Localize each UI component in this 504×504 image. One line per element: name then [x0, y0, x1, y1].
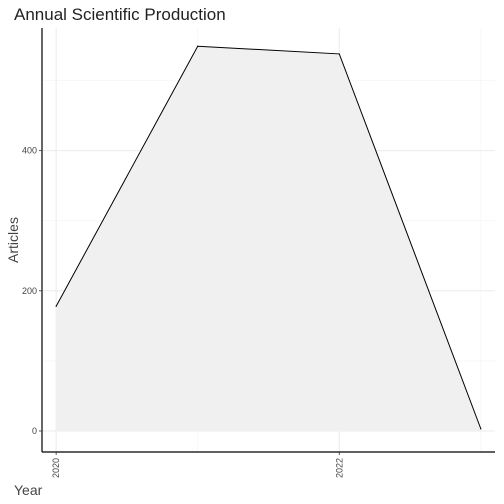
x-axis-title: Year [14, 482, 43, 498]
axes [41, 28, 495, 453]
y-tick-label: 200 [22, 286, 37, 296]
x-tick-label: 2020 [51, 458, 61, 478]
chart-title: Annual Scientific Production [14, 5, 226, 24]
data-point [197, 45, 199, 47]
ticks: 0 200 400 2020 2022 [22, 146, 344, 478]
data-point [338, 53, 340, 55]
y-tick-label: 400 [22, 146, 37, 156]
y-axis-title: Articles [5, 217, 21, 263]
series-line [55, 45, 482, 430]
y-tick-label: 0 [32, 426, 37, 436]
area-fill [56, 46, 481, 431]
data-point [480, 428, 482, 430]
data-point [55, 305, 57, 307]
area-layer [55, 45, 482, 431]
x-tick-label: 2022 [334, 458, 344, 478]
